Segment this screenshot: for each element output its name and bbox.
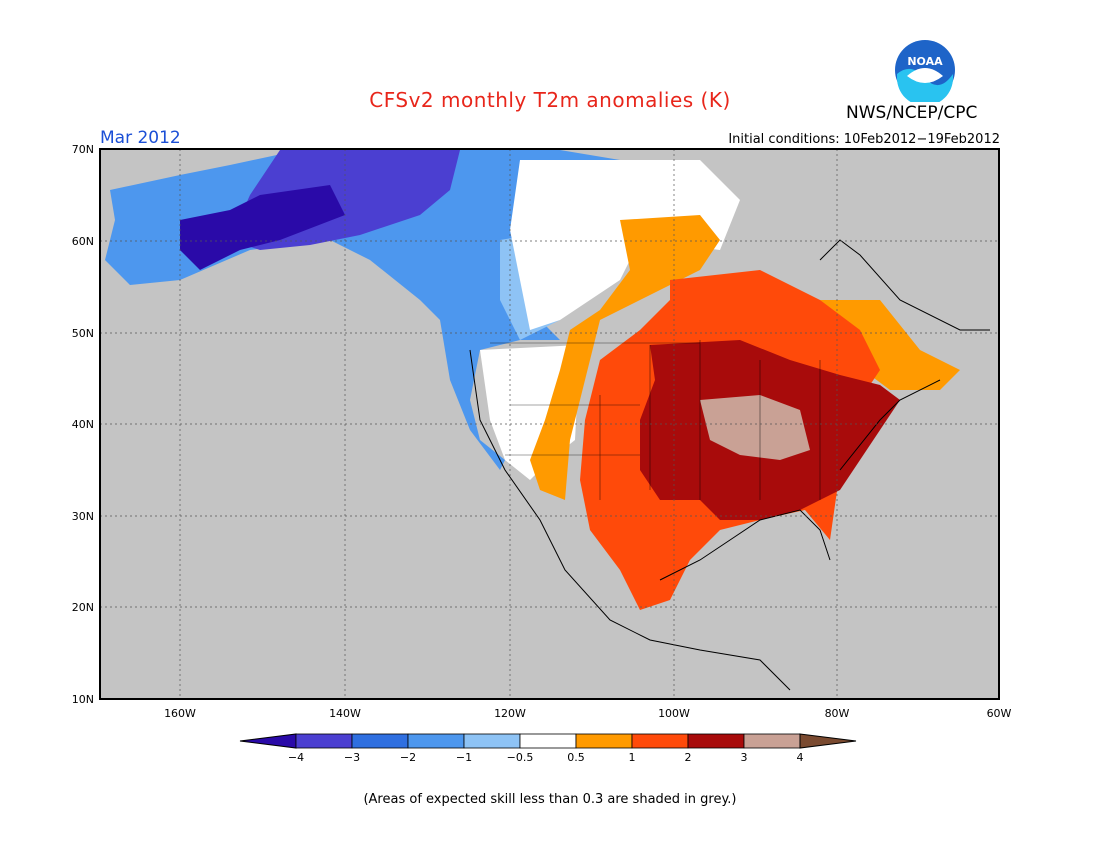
colorbar-swatch bbox=[575, 733, 633, 749]
colorbar-arrow-low bbox=[239, 733, 297, 749]
initial-conditions: Initial conditions: 10Feb2012−19Feb2012 bbox=[728, 132, 1000, 147]
colorbar-swatch bbox=[407, 733, 465, 749]
skill-footnote: (Areas of expected skill less than 0.3 a… bbox=[363, 792, 737, 807]
lat-label: 70N bbox=[72, 143, 94, 156]
lon-label: 100W bbox=[658, 707, 690, 720]
colorbar-label: 3 bbox=[741, 751, 748, 764]
colorbar-label: 0.5 bbox=[567, 751, 585, 764]
agency-label: NWS/NCEP/CPC bbox=[846, 103, 978, 123]
anomaly-region-darkest-blue bbox=[180, 185, 345, 270]
colorbar-label: 1 bbox=[629, 751, 636, 764]
colorbar-swatch bbox=[687, 733, 745, 749]
lat-label: 10N bbox=[72, 693, 94, 706]
colorbar: −4 −3 −2 −1 −0.5 0.5 1 2 3 4 bbox=[239, 733, 857, 764]
lat-label: 60N bbox=[72, 235, 94, 248]
colorbar-swatch bbox=[295, 733, 353, 749]
lon-label: 140W bbox=[329, 707, 361, 720]
lat-label: 30N bbox=[72, 510, 94, 523]
colorbar-label: −4 bbox=[288, 751, 304, 764]
lon-axis: 160W 140W 120W 100W 80W 60W bbox=[164, 707, 1011, 720]
colorbar-label: 4 bbox=[797, 751, 804, 764]
colorbar-swatch bbox=[743, 733, 801, 749]
lat-axis: 70N 60N 50N 40N 30N 20N 10N bbox=[72, 143, 94, 706]
state-borders bbox=[490, 340, 821, 500]
colorbar-arrow-high bbox=[799, 733, 857, 749]
lat-label: 20N bbox=[72, 601, 94, 614]
colorbar-label: −3 bbox=[344, 751, 360, 764]
colorbar-label: −2 bbox=[400, 751, 416, 764]
coastline bbox=[469, 239, 990, 691]
forecast-period: Mar 2012 bbox=[100, 128, 181, 148]
lon-label: 80W bbox=[825, 707, 850, 720]
colorbar-label: −0.5 bbox=[507, 751, 534, 764]
anomaly-region-warm-1 bbox=[530, 215, 720, 500]
colorbar-swatch bbox=[351, 733, 409, 749]
colorbar-swatch bbox=[631, 733, 689, 749]
map-panel bbox=[99, 148, 1000, 700]
noaa-logo: NOAA bbox=[893, 38, 957, 106]
lat-label: 50N bbox=[72, 327, 94, 340]
colorbar-label: −1 bbox=[456, 751, 472, 764]
lon-label: 60W bbox=[987, 707, 1012, 720]
anomaly-region-warm-1-east bbox=[820, 300, 960, 390]
colorbar-label: 2 bbox=[685, 751, 692, 764]
lat-label: 40N bbox=[72, 418, 94, 431]
chart-title: CFSv2 monthly T2m anomalies (K) bbox=[369, 88, 731, 112]
colorbar-swatch bbox=[463, 733, 521, 749]
anomaly-region-warm-4 bbox=[700, 395, 810, 460]
colorbar-swatch bbox=[519, 733, 577, 749]
svg-text:NOAA: NOAA bbox=[907, 55, 943, 68]
lon-label: 160W bbox=[164, 707, 196, 720]
lon-label: 120W bbox=[494, 707, 526, 720]
